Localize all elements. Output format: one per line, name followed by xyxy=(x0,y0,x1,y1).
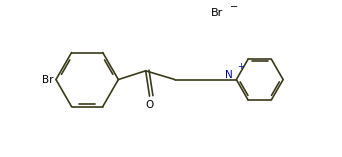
Text: −: − xyxy=(229,2,238,12)
Text: O: O xyxy=(145,100,154,110)
Text: +: + xyxy=(237,62,244,71)
Text: N: N xyxy=(225,70,233,80)
Text: Br: Br xyxy=(211,8,223,18)
Text: Br: Br xyxy=(41,75,53,85)
